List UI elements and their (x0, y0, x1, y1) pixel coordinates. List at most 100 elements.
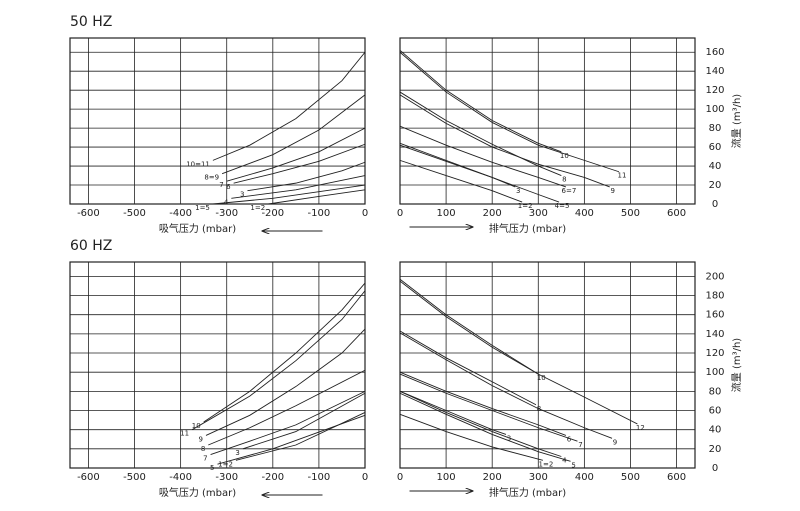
x-tick-label: -600 (77, 208, 100, 219)
x-tick-label: 0 (397, 208, 403, 219)
curve (210, 390, 366, 456)
curve-label: 7 (219, 181, 223, 189)
curve-label: 12 (636, 424, 645, 432)
curve-label: 3 (507, 434, 511, 442)
x-tick-label: -500 (123, 208, 146, 219)
curve (233, 143, 366, 184)
x-tick-label: -100 (308, 208, 331, 219)
y-tick-label: 200 (705, 271, 724, 282)
x-tick-label: 400 (575, 208, 594, 219)
y-tick-label: 0 (712, 199, 718, 210)
curve (399, 373, 578, 442)
curve (242, 392, 366, 450)
curve (191, 290, 366, 431)
panel-title: 60 HZ (70, 238, 112, 254)
plot-frame (399, 37, 696, 205)
curve-label: 1=2 (539, 460, 554, 468)
x-tick-label: 500 (621, 208, 640, 219)
curve-label: 10=11 (186, 160, 210, 168)
x-axis-label: 吸气压力 (mbar) (159, 222, 236, 235)
x-tick-label: -500 (123, 472, 146, 483)
curve-label: 9 (613, 438, 617, 446)
curve (399, 392, 571, 462)
y-tick-label: 180 (705, 291, 724, 302)
y-tick-label: 100 (705, 104, 724, 115)
y-tick-label: 20 (709, 444, 722, 455)
curve (399, 142, 560, 203)
curve (203, 282, 366, 423)
curve (268, 189, 366, 205)
curve-label: 6 (567, 435, 572, 443)
curve (399, 49, 562, 153)
curve-label: 1=5 (195, 204, 210, 212)
x-tick-label: 500 (621, 472, 640, 483)
y-tick-label: 0 (712, 463, 718, 474)
y-tick-label: 160 (705, 47, 724, 58)
curve-label: 1=2 (250, 204, 265, 212)
x-tick-label: -400 (169, 472, 192, 483)
plot-frame (69, 261, 366, 469)
x-tick-label: -200 (261, 208, 284, 219)
curve-label: 9 (199, 435, 203, 443)
x-tick-label: 100 (437, 208, 456, 219)
x-tick-label: 300 (529, 208, 548, 219)
curve-label: 7 (203, 455, 207, 463)
x-tick-label: -300 (215, 472, 238, 483)
x-tick-label: 0 (362, 208, 368, 219)
curve (399, 51, 620, 173)
y-tick-label: 120 (705, 348, 724, 359)
curve (399, 390, 507, 435)
curve (231, 175, 366, 199)
curve (399, 371, 567, 436)
curve-label: 4 (562, 457, 567, 465)
curve (212, 184, 366, 205)
curve-label: 3 (235, 449, 239, 457)
curve (399, 159, 523, 203)
curve (399, 125, 567, 188)
y-tick-label: 160 (705, 310, 724, 321)
curve-label: 9 (610, 187, 614, 195)
y-tick-label: 60 (709, 406, 722, 417)
curve (205, 328, 366, 436)
curve-label: 11 (180, 430, 189, 438)
x-tick-label: 600 (667, 208, 686, 219)
x-tick-label: -100 (308, 472, 331, 483)
plot-frame (399, 261, 696, 469)
y-tick-label: 60 (709, 142, 722, 153)
x-tick-label: -400 (169, 208, 192, 219)
x-axis-label: 排气压力 (mbar) (489, 486, 566, 499)
curve-label: 5 (210, 464, 214, 472)
panel-title: 50 HZ (70, 14, 112, 30)
curve (399, 330, 537, 406)
curve-label: 11 (617, 172, 626, 180)
curve (208, 369, 366, 446)
curve-label: 8 (562, 176, 566, 184)
y-tick-label: 100 (705, 367, 724, 378)
x-tick-label: 0 (362, 472, 368, 483)
curve (399, 390, 562, 457)
x-tick-label: -300 (215, 208, 238, 219)
curve (399, 94, 610, 188)
curve (399, 278, 539, 375)
x-tick-label: -600 (77, 472, 100, 483)
curve (399, 91, 562, 176)
curve-label: 3 (240, 191, 244, 199)
y-axis-label: 流量 (m³/h) (730, 94, 743, 149)
curve-label: 5 (571, 461, 575, 469)
curve-label: 10 (537, 374, 546, 382)
x-axis-label: 吸气压力 (mbar) (159, 486, 236, 499)
x-tick-label: 400 (575, 472, 594, 483)
x-tick-label: -200 (261, 472, 284, 483)
curve-label: 10 (192, 422, 201, 430)
curve (221, 94, 366, 175)
curve-label: 10 (560, 152, 569, 160)
x-tick-label: 100 (437, 472, 456, 483)
curve-label: 8 (201, 445, 205, 453)
curve-label: 1=2 (218, 460, 233, 468)
curve-label: 3 (516, 187, 520, 195)
x-tick-label: 200 (483, 208, 502, 219)
y-tick-label: 40 (709, 161, 722, 172)
curve (212, 51, 366, 161)
curve-label: 4=5 (555, 202, 570, 210)
